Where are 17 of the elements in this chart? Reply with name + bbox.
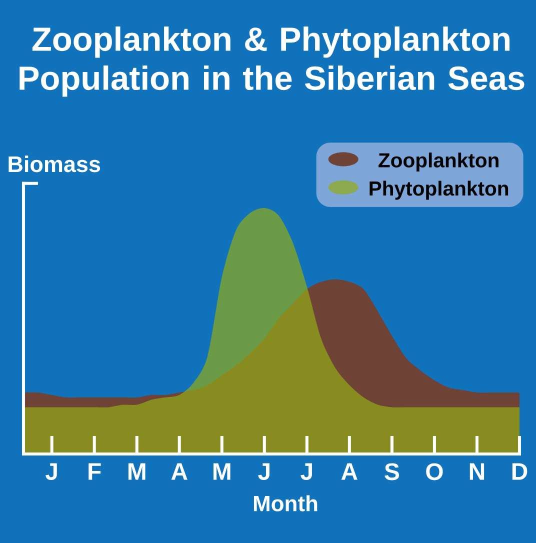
- chart-title: Zooplankton & Phytoplankton Population in the Siberian Seas: [20, 26, 524, 97]
- x-tick-label: F: [88, 463, 101, 480]
- x-tick-label: A: [341, 463, 358, 480]
- x-tick-label: M: [128, 463, 146, 480]
- x-tick-label: M: [214, 463, 230, 480]
- legend-label: Phytoplankton: [370, 180, 508, 200]
- x-tick-label: S: [384, 463, 400, 480]
- legend-label: Zooplankton: [378, 152, 498, 172]
- x-tick-label: J: [258, 463, 270, 480]
- x-tick-label: J: [46, 463, 57, 480]
- x-tick-label: A: [171, 463, 188, 480]
- x-tick-label: D: [512, 463, 528, 480]
- x-tick-label: J: [300, 463, 312, 480]
- x-tick-label: O: [426, 463, 443, 480]
- x-tick-label: N: [470, 463, 484, 480]
- x-axis-title: Month: [254, 495, 318, 512]
- y-axis-title: Biomass: [8, 156, 100, 172]
